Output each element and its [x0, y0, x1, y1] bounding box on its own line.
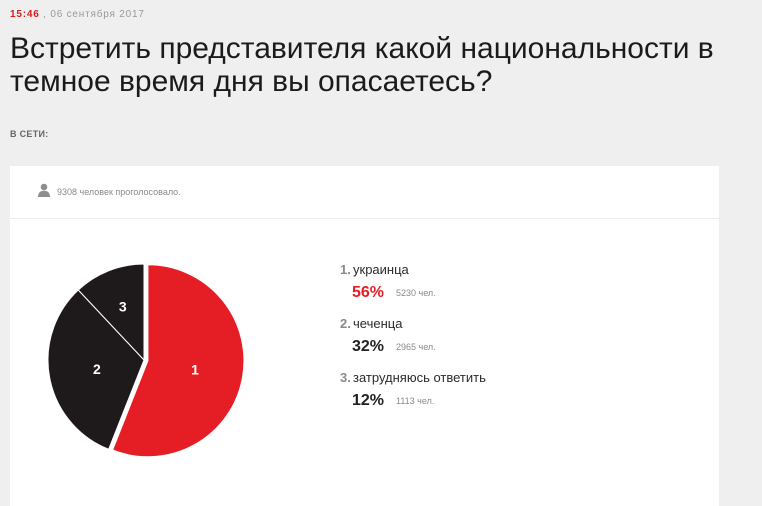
- poll-header: 9308 человек проголосовало.: [10, 166, 719, 219]
- article-meta: 15:46 , 06 сентября 2017: [10, 9, 145, 20]
- pie-slice-3: [77, 263, 145, 362]
- pie-slice-1: [111, 264, 245, 458]
- poll-pie-chart: 1 2 3: [47, 263, 245, 458]
- article-time: 15:46: [10, 9, 40, 20]
- option-number: 2.: [340, 316, 351, 331]
- network-label: В СЕТИ:: [10, 129, 49, 139]
- article-date: , 06 сентября 2017: [43, 9, 145, 20]
- option-label: чеченца: [353, 316, 403, 331]
- poll-card: 9308 человек проголосовало. 1 2 3 1. украи…: [10, 166, 719, 506]
- page-title: Встретить представителя какой национальн…: [10, 32, 714, 98]
- option-number: 1.: [340, 262, 351, 277]
- pie-slice-label-1: 1: [191, 362, 199, 378]
- option-count: 1113 чел.: [396, 396, 435, 406]
- pie-slice-2: [47, 289, 145, 450]
- votes-count-text: 9308 человек проголосовало.: [57, 187, 181, 197]
- option-number: 3.: [340, 370, 351, 385]
- option-label: украинца: [353, 262, 409, 277]
- option-percent: 32%: [352, 338, 385, 355]
- user-icon: [38, 183, 50, 197]
- option-label: затрудняюсь ответить: [353, 370, 486, 385]
- option-count: 5230 чел.: [396, 288, 436, 298]
- option-percent: 56%: [352, 284, 385, 301]
- option-percent: 12%: [352, 392, 385, 409]
- option-count: 2965 чел.: [396, 342, 436, 352]
- pie-slice-label-3: 3: [119, 298, 127, 314]
- pie-slice-label-2: 2: [93, 361, 101, 377]
